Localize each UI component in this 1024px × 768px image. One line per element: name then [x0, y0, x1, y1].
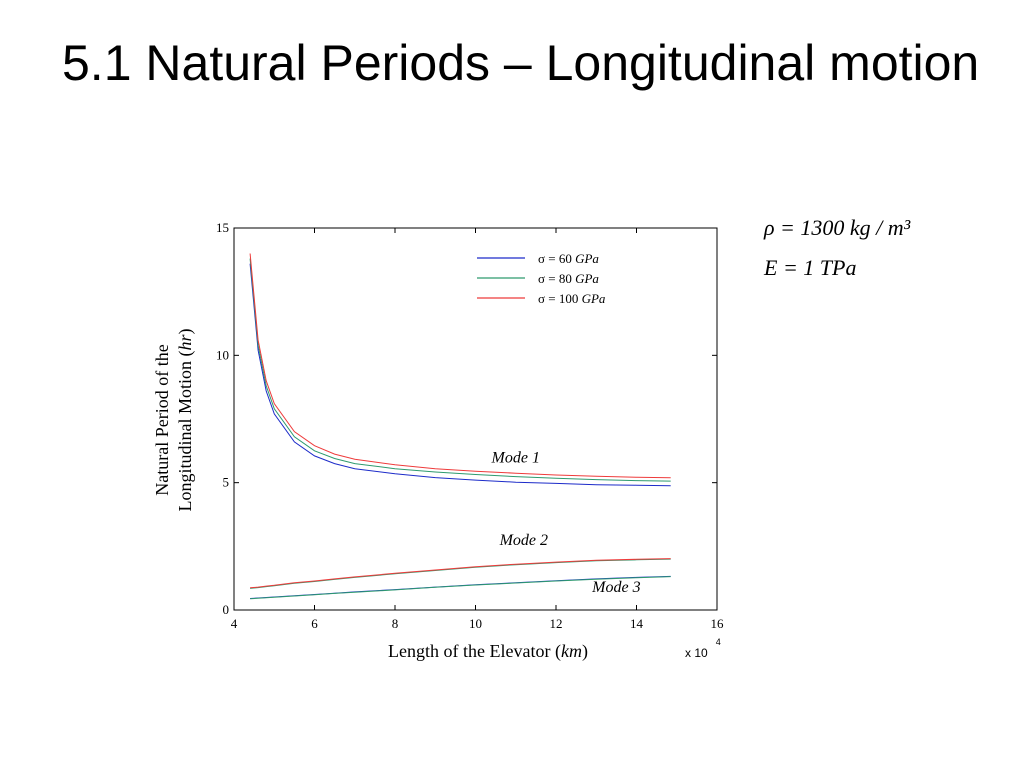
legend: σ = 60 GPa σ = 80 GPa σ = 100 GPa: [477, 251, 606, 306]
y-axis-label-line2: Longitudinal Motion (hr): [175, 328, 196, 511]
y-axis-label: Natural Period of the Longitudinal Motio…: [152, 328, 196, 511]
slide-title: 5.1 Natural Periods – Longitudinal motio…: [62, 35, 980, 91]
y-tick-label: 5: [223, 475, 230, 490]
x-tick-label: 10: [469, 616, 482, 631]
x-tick-label: 4: [231, 616, 238, 631]
modulus-formula: E = 1 TPa: [764, 255, 857, 280]
legend-entry: σ = 100 GPa: [538, 291, 606, 306]
series-line-m3_s80: [250, 576, 671, 600]
x-tick-label: 16: [711, 616, 725, 631]
legend-entry: σ = 80 GPa: [538, 271, 599, 286]
x-tick-label: 14: [630, 616, 644, 631]
series-line-m1_s100: [249, 253, 671, 479]
annotation-mode-3: Mode 3: [591, 579, 640, 596]
density-formula: ρ = 1300 kg / m³: [764, 215, 911, 240]
series-line-m2_s100: [250, 558, 671, 589]
x-axis-multiplier: x 104: [685, 637, 721, 660]
x-tick-label: 12: [550, 616, 563, 631]
plot-frame: [233, 227, 718, 611]
y-tick-label: 15: [216, 220, 229, 235]
x-tick-label: 8: [392, 616, 399, 631]
parameters: ρ = 1300 kg / m³ E = 1 TPa: [764, 208, 910, 288]
mode-annotations: Mode 1 Mode 2 Mode 3: [491, 449, 641, 596]
x-axis-label: Length of the Elevator (km): [388, 641, 588, 662]
series-lines: [249, 253, 671, 600]
y-tick-label: 0: [223, 602, 230, 617]
y-tick-label: 10: [216, 347, 229, 362]
y-axis-label-line1: Natural Period of the: [152, 344, 172, 495]
x-tick-label: 6: [311, 616, 318, 631]
annotation-mode-2: Mode 2: [499, 532, 548, 549]
legend-entry: σ = 60 GPa: [538, 251, 599, 266]
series-line-m1_s80: [249, 258, 671, 482]
series-line-m1_s60: [249, 263, 671, 487]
axis-ticks: 4 6 8 10 12 14 16 0 5 10 15: [216, 220, 724, 631]
annotation-mode-1: Mode 1: [491, 449, 540, 466]
